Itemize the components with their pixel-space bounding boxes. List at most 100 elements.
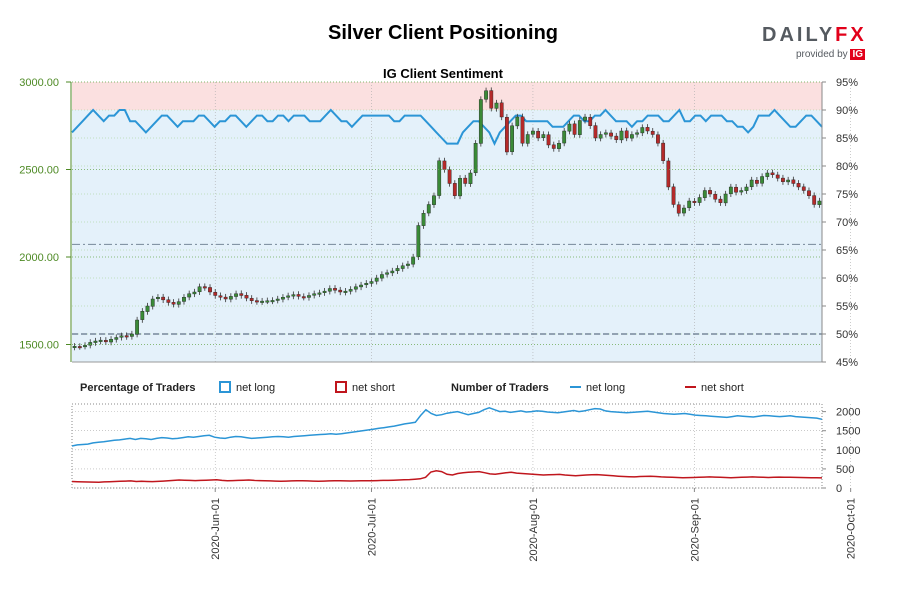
pct-tick-label: 55% xyxy=(836,301,858,313)
candle-body xyxy=(286,295,291,298)
legend-pct-short-label: net short xyxy=(352,382,395,394)
candle-body xyxy=(208,287,212,293)
candle-body xyxy=(437,160,442,196)
candle-body xyxy=(281,297,285,300)
candle-body xyxy=(400,265,405,269)
candle-body xyxy=(171,302,176,305)
pct-tick-label: 65% xyxy=(836,245,858,257)
candle-body xyxy=(770,172,775,175)
candle-body xyxy=(83,345,87,348)
candle-body xyxy=(275,298,280,301)
legend-pct-long-label: net long xyxy=(236,382,275,394)
reference-lines xyxy=(72,243,822,335)
candle-body xyxy=(468,172,473,184)
candle-body xyxy=(312,293,317,296)
candle-body xyxy=(708,190,712,195)
candle-body xyxy=(541,134,546,139)
candle-body xyxy=(577,120,582,135)
candle-body xyxy=(505,116,509,153)
price-tick-label: 2000.00 xyxy=(19,252,59,264)
candle-body xyxy=(114,337,119,340)
candle-body xyxy=(390,270,395,274)
candle-body xyxy=(760,176,764,184)
pct-tick-label: 75% xyxy=(836,189,858,201)
date-axis-ticks: 2020-Jun-01 2020-Jul-01 2020-Aug-01 2020-Se… xyxy=(210,488,858,562)
candle-body xyxy=(374,277,379,282)
candle-body xyxy=(364,283,369,286)
candle-body xyxy=(218,295,223,298)
candle-body xyxy=(557,143,561,149)
candle-body xyxy=(77,346,82,349)
candle-body xyxy=(223,296,228,300)
candle-body xyxy=(426,204,431,214)
price-tick-label: 1500.00 xyxy=(19,340,59,352)
dailyfx-logo: DAILYFX provided by IG xyxy=(762,24,872,60)
candle-body xyxy=(353,286,358,290)
candle-body xyxy=(702,190,707,198)
num-axis-ticks: 0 500 1000 1500 2000 xyxy=(822,407,860,495)
bottom-grid xyxy=(72,404,851,489)
candle-body xyxy=(447,169,452,184)
candle-body xyxy=(202,286,207,289)
candle-body xyxy=(551,144,556,149)
candle-body xyxy=(728,186,733,195)
chart-title: Silver Client Positioning xyxy=(327,22,559,44)
candle-body xyxy=(671,186,676,205)
candle-body xyxy=(489,90,494,109)
candle-body xyxy=(145,305,150,312)
top-panel: 1500.00 2000.00 2500.00 3000.00 45% 50% 55% 60… xyxy=(19,66,858,369)
candle-body xyxy=(801,186,806,191)
num-long-line xyxy=(71,407,823,447)
candle-body xyxy=(359,284,363,288)
num-short-line xyxy=(71,470,823,484)
candle-body xyxy=(588,116,593,126)
candle-body xyxy=(291,294,296,297)
num-tick-label: 500 xyxy=(836,464,854,476)
candle-body xyxy=(494,102,499,109)
candle-body xyxy=(213,291,218,296)
candle-body xyxy=(322,290,327,293)
candle-body xyxy=(718,198,723,203)
brand-name: DAILYFX xyxy=(762,24,867,46)
legend-num-short-label: net short xyxy=(701,382,744,394)
candle-body xyxy=(619,130,624,141)
candle-body xyxy=(775,174,780,179)
candle-body xyxy=(499,102,504,118)
candle-body xyxy=(812,195,817,205)
candle-body xyxy=(156,297,160,299)
candle-body xyxy=(130,333,134,337)
candle-body xyxy=(239,293,244,296)
date-tick-label: 2020-Jul-01 xyxy=(366,498,378,556)
pct-tick-label: 60% xyxy=(836,273,858,285)
candle-body xyxy=(255,300,259,303)
date-tick-label: 2020-Aug-01 xyxy=(528,498,540,562)
legend-pct-long-swatch xyxy=(219,381,231,393)
date-tick-label: 2020-Oct-01 xyxy=(846,498,858,559)
candle-body xyxy=(119,335,124,338)
pct-tick-label: 85% xyxy=(836,133,858,145)
candle-body xyxy=(140,311,145,320)
legend-pct-short-swatch xyxy=(335,381,347,393)
candle-body xyxy=(817,200,822,205)
candle-body xyxy=(161,296,166,301)
candle-body xyxy=(369,281,374,284)
candle-body xyxy=(317,292,322,295)
candle-body xyxy=(562,130,567,144)
num-tick-label: 1000 xyxy=(836,445,860,457)
candle-body xyxy=(442,160,447,170)
pct-tick-label: 80% xyxy=(836,161,858,173)
candle-body xyxy=(765,172,770,177)
legend-num-long-label: net long xyxy=(586,382,625,394)
candle-body xyxy=(645,127,650,132)
candle-body xyxy=(781,177,785,182)
candle-body xyxy=(385,272,389,275)
candle-body xyxy=(656,134,660,144)
candle-body xyxy=(791,179,796,184)
candle-body xyxy=(307,295,311,298)
candle-body xyxy=(749,179,754,188)
candle-body xyxy=(395,268,400,272)
pct-tick-label: 95% xyxy=(836,77,858,89)
date-tick-label: 2020-Sep-01 xyxy=(689,498,701,562)
candle-body xyxy=(260,300,264,303)
sentiment-subtitle: IG Client Sentiment xyxy=(383,66,504,81)
